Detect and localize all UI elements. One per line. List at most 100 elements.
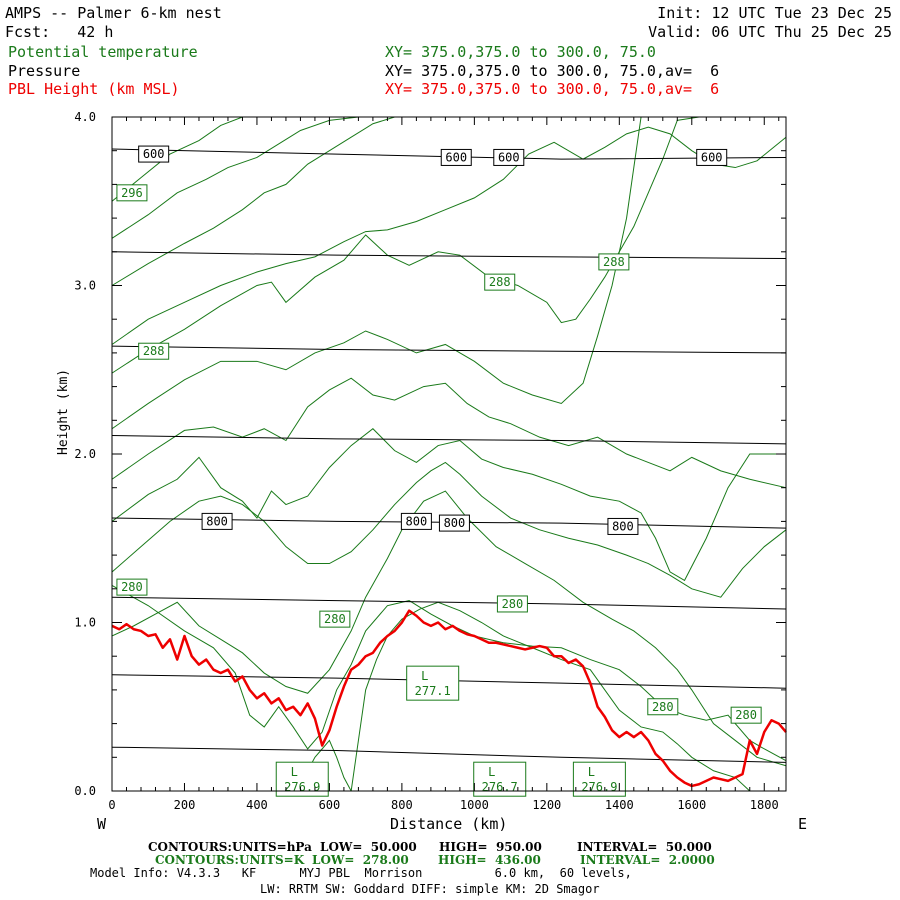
pressure-label-3-box (696, 148, 728, 166)
x-tick-label-6: 1200 (532, 798, 561, 812)
x-tick-label-3: 600 (319, 798, 341, 812)
footer-physics: LW: RRTM SW: Goddard DIFF: simple KM: 2D… (260, 882, 600, 896)
pressure-label-0: 600 (143, 147, 165, 161)
pbl-height-line (111, 609, 787, 788)
x-tick-label-8: 1600 (677, 798, 706, 812)
pressure-label-6: 800 (444, 516, 466, 530)
pressure-label-4: 800 (206, 514, 228, 528)
theta-label-8-box (730, 706, 762, 724)
theta-contour-2 (111, 116, 395, 286)
x-tick-label-4: 800 (391, 798, 413, 812)
x-tick-label-9: 1800 (750, 798, 779, 812)
y-axis-title: Height (km) (56, 368, 71, 455)
theta-contour-7 (111, 428, 786, 582)
theta-contour-5 (111, 116, 642, 430)
legend-theta-label: Potential temperature (8, 43, 198, 61)
theta-label-6: 280 (324, 612, 346, 626)
legend-pressure-label: Pressure (8, 62, 81, 80)
low-marker-0: L (421, 669, 428, 683)
valid-time: Valid: 06 UTC Thu 25 Dec 25 (648, 23, 892, 41)
pressure-label-5-box (400, 512, 432, 530)
legend-pbl-label: PBL Height (km MSL) (8, 80, 180, 98)
theta-contour-10 (111, 584, 787, 762)
theta-label-6-box (319, 610, 351, 628)
x-tick-label-5: 1000 (460, 798, 489, 812)
legend-pbl-xy: XY= 375.0,375.0 to 300.0, 75.0,av= 6 (385, 80, 720, 98)
low-marker-2: L (488, 765, 495, 779)
axes: 0 200 400 600 800 1000 1200 1400 1600 1800 0.0 1.0 2… (74, 110, 786, 812)
theta-label-3: 288 (143, 344, 165, 358)
theta-label-0: 296 (121, 186, 143, 200)
cross-section-chart: 600 600 600 600 800 800 800 800 296 288 288 288 280 2… (74, 110, 787, 812)
theta-contour-3 (111, 126, 787, 345)
pressure-label-1: 600 (445, 150, 467, 164)
footer-pressure-units: UNITS=hPa (232, 840, 312, 854)
y-tick-label-0: 0.0 (74, 784, 96, 798)
pressure-label-0-box (138, 145, 170, 163)
footer-theta-interval: INTERVAL= 2.0000 (580, 853, 715, 867)
theta-contour-1 (111, 116, 388, 239)
pressure-isobar-650 (111, 251, 787, 260)
pressure-label-2-box (493, 148, 525, 166)
x-tick-label-0: 0 (108, 798, 115, 812)
theta-label-1: 288 (603, 255, 625, 269)
pressure-label-5: 800 (406, 514, 428, 528)
theta-label-7-box (647, 698, 679, 716)
low-marker-1: L (291, 765, 298, 779)
low-box-0 (406, 665, 460, 701)
low-marker-3: L (588, 765, 595, 779)
y-tick-label-1: 1.0 (74, 616, 96, 630)
legend-pressure-xy: XY= 375.0,375.0 to 300.0, 75.0,av= 6 (385, 62, 720, 80)
theta-label-0-box (116, 184, 148, 202)
pressure-label-2: 600 (498, 150, 520, 164)
y-tick-label-3: 3.0 (74, 279, 96, 293)
theta-label-1-box (598, 253, 630, 271)
theta-label-4-box (116, 578, 148, 596)
pressure-isobar-750 (111, 434, 787, 445)
theta-label-5: 280 (502, 597, 524, 611)
theta-label-5-box (496, 595, 528, 613)
footer-pressure-low: LOW= 50.000 (320, 840, 417, 854)
pressure-label-4-box (201, 512, 233, 530)
pressure-label-7: 800 (612, 519, 634, 533)
theta-contour-9 (111, 490, 787, 767)
x-tick-label-1: 200 (174, 798, 196, 812)
theta-label-4: 280 (121, 580, 143, 594)
footer-pressure-high: HIGH= 950.00 (439, 840, 542, 854)
footer-theta-units: UNITS=K (239, 853, 305, 867)
pressure-isobar-700 (111, 345, 787, 354)
y-tick-label-2: 2.0 (74, 447, 96, 461)
pressure-isobar-950 (111, 746, 787, 763)
theta-label-2: 288 (489, 275, 511, 289)
theta-contour-6 (111, 377, 787, 489)
legend-theta-xy: XY= 375.0,375.0 to 300.0, 75.0 (385, 43, 656, 61)
pressure-label-6-box (438, 514, 470, 532)
model-title: AMPS -- Palmer 6-km nest (5, 4, 222, 22)
footer-pressure-label: CONTOURS: (148, 840, 232, 854)
pressure-label-3: 600 (701, 150, 723, 164)
theta-label-7: 280 (652, 700, 674, 714)
theta-label-2-box (484, 273, 516, 291)
footer-model-info: Model Info: V4.3.3 KF MYJ PBL Morrison 6… (90, 866, 632, 880)
pressure-label-1-box (440, 148, 472, 166)
x-tick-label-7: 1400 (605, 798, 634, 812)
init-time: Init: 12 UTC Tue 23 Dec 25 (657, 4, 892, 22)
x-axis-title: Distance (km) (390, 815, 508, 833)
footer-theta-high: HIGH= 436.00 (438, 853, 541, 867)
x-tick-label-2: 400 (246, 798, 268, 812)
pressure-isobar-850 (111, 596, 787, 610)
footer-theta-low: LOW= 278.00 (312, 853, 409, 867)
pbl-height-series (111, 609, 787, 788)
pressure-label-7-box (607, 517, 639, 535)
theta-label-8: 280 (735, 708, 757, 722)
low-value-2: 276.7 (482, 780, 518, 794)
west-label: W (97, 815, 107, 833)
low-value-3: 276.9 (581, 780, 617, 794)
low-value-0: 277.1 (415, 684, 451, 698)
theta-label-3-box (138, 342, 170, 360)
footer-pressure-interval: INTERVAL= 50.000 (577, 840, 712, 854)
east-label: E (798, 815, 808, 833)
contour-labels: 600 600 600 600 800 800 800 800 296 288 288 288 280 2… (116, 145, 762, 797)
y-tick-label-4: 4.0 (74, 110, 96, 124)
footer-theta-label: CONTOURS: (155, 853, 239, 867)
